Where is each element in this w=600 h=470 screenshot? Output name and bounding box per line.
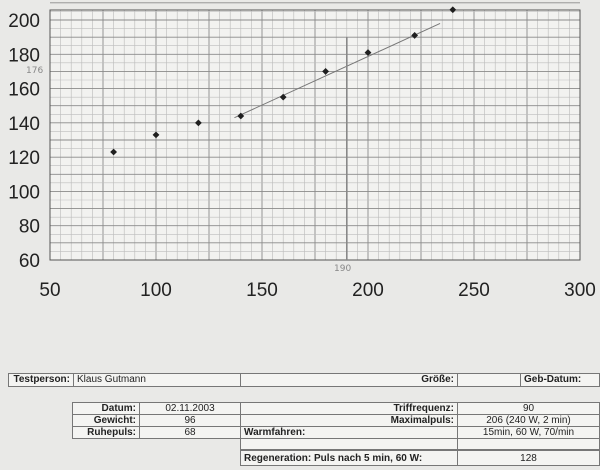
trend-line <box>234 22 441 119</box>
x-tick-label: 50 <box>39 280 60 301</box>
regeneration-top-spacer <box>457 438 600 450</box>
chart-grid <box>49 2 581 261</box>
data-point <box>449 6 457 14</box>
y-tick-label: 140 <box>8 114 40 135</box>
data-point <box>364 49 372 56</box>
x-tick-label: 200 <box>352 280 384 301</box>
data-point <box>322 68 329 75</box>
data-point <box>195 119 202 127</box>
data-point <box>110 148 117 156</box>
y-axis-ticks: 60 80 100 120 140 160 180 200 <box>8 11 40 272</box>
x-tick-label: 300 <box>564 280 596 301</box>
testperson-label: Testperson: <box>8 373 74 387</box>
groesse-value <box>457 373 521 387</box>
y-tick-label: 200 <box>8 11 40 32</box>
data-points <box>110 6 457 156</box>
annotation-lines <box>234 22 441 260</box>
x-tick-label: 250 <box>458 280 490 301</box>
y-tick-label: 160 <box>8 80 40 101</box>
groesse-label: Größe: <box>378 373 458 387</box>
y-tick-label: 60 <box>19 251 40 272</box>
regeneration-label: Regeneration: Puls nach 5 min, 60 W: <box>240 450 458 466</box>
handwritten-note-176: 176 <box>26 66 44 76</box>
testperson-value: Klaus Gutmann <box>73 373 241 387</box>
regeneration-value: 128 <box>457 450 600 466</box>
y-tick-label: 120 <box>8 148 40 169</box>
data-point <box>152 131 160 139</box>
y-tick-label: 80 <box>19 217 40 238</box>
data-point <box>411 32 419 39</box>
ruhepuls-value: 68 <box>139 426 241 439</box>
x-axis-ticks: 50 100 150 200 250 300 <box>39 280 595 301</box>
plot-border <box>49 9 581 261</box>
x-tick-label: 150 <box>246 280 278 301</box>
handwritten-note-190: 190 <box>334 264 352 274</box>
y-tick-label: 180 <box>8 45 40 66</box>
x-tick-label: 100 <box>140 280 172 301</box>
data-point <box>279 93 287 101</box>
heart-rate-chart: 60 80 100 120 140 160 180 200 50 100 150 200 250 300 <box>8 2 596 301</box>
data-point <box>237 112 245 120</box>
gebdatum-label: Geb-Datum: <box>520 373 600 387</box>
y-tick-label: 100 <box>8 182 40 203</box>
ruhepuls-label: Ruhepuls: <box>72 426 140 439</box>
plot-frame <box>49 9 581 261</box>
regeneration-spacer <box>240 438 458 450</box>
